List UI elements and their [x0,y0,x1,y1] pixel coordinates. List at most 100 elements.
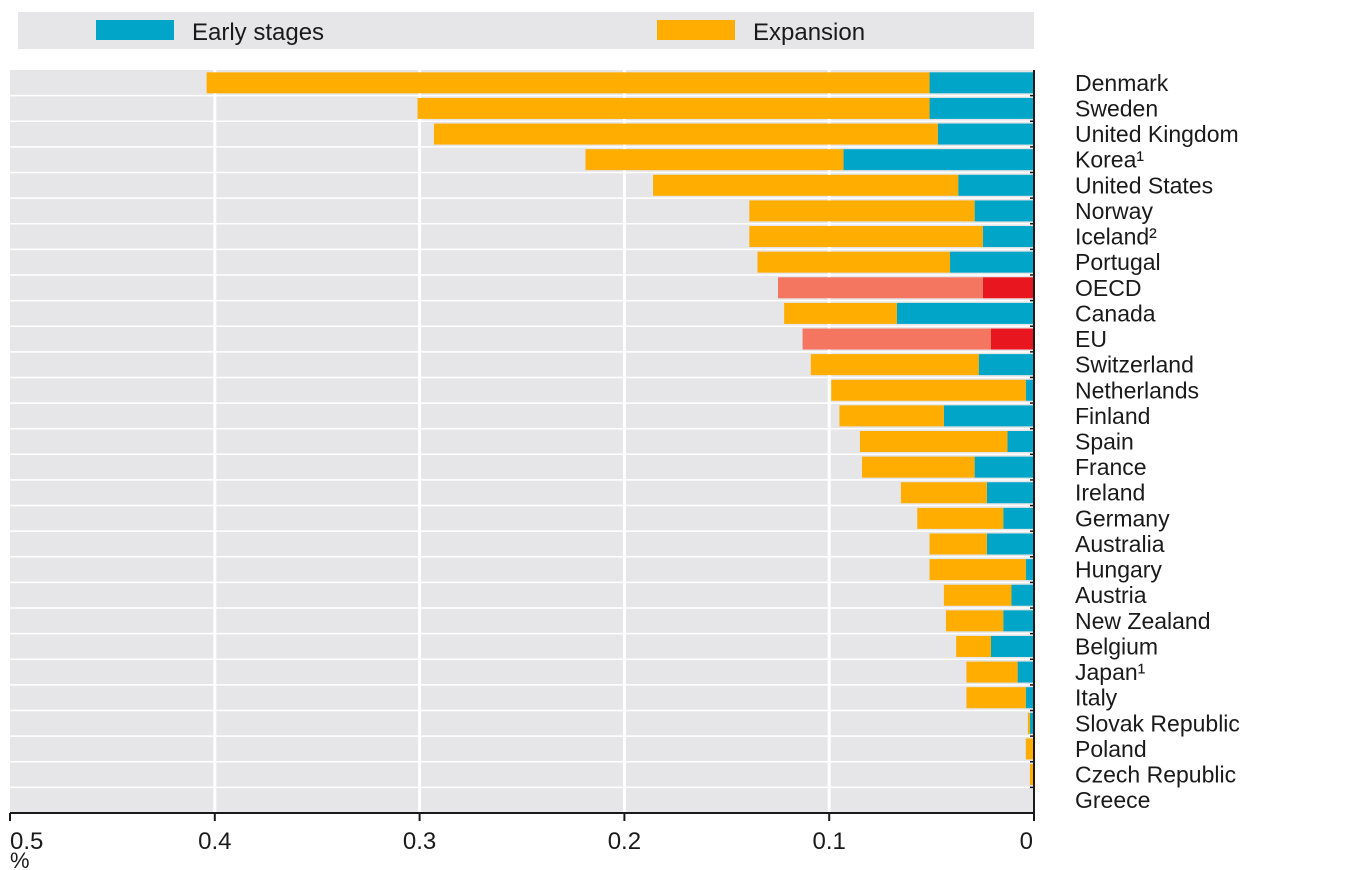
x-tick-label-0.5: 0.5 [10,828,43,855]
bar-expansion-sweden [417,97,930,119]
bar-expansion-italy [966,687,1026,709]
bar-early-stages-austria [1011,584,1034,606]
category-label-italy: Italy [1075,685,1118,711]
legend-background [18,12,1034,49]
category-label-slovak-republic: Slovak Republic [1075,710,1240,736]
category-label-portugal: Portugal [1075,249,1161,275]
bar-early-stages-france [974,456,1034,478]
x-tick-label-0.1: 0.1 [813,828,846,855]
bar-expansion-eu [802,328,991,350]
bar-expansion-portugal [757,251,951,273]
bar-early-stages-japan [1017,661,1034,683]
legend-swatch-early-stages [96,20,174,40]
category-label-czech-republic: Czech Republic [1075,762,1236,788]
bar-expansion-switzerland [810,354,979,376]
bar-expansion-iceland [749,226,983,248]
bar-expansion-norway [749,200,975,222]
category-label-sweden: Sweden [1075,95,1158,121]
bar-expansion-korea [585,149,844,171]
bar-early-stages-finland [943,405,1034,427]
bar-expansion-hungary [929,559,1026,581]
bar-expansion-austria [943,584,1012,606]
bar-expansion-canada [784,302,897,324]
legend: Early stages Expansion [18,12,1034,49]
bar-expansion-australia [929,533,987,555]
bar-early-stages-united-kingdom [937,123,1034,145]
category-label-poland: Poland [1075,736,1147,762]
x-tick-label-0.3: 0.3 [403,828,436,855]
bar-early-stages-sweden [929,97,1034,119]
bar-expansion-spain [859,431,1008,452]
category-label-korea: Korea¹ [1075,147,1144,173]
bar-expansion-united-kingdom [433,123,938,145]
bar-early-stages-ireland [986,482,1034,504]
bar-expansion-united-states [653,174,959,196]
bar-expansion-netherlands [831,379,1026,401]
bar-expansion-slovak-republic [1027,712,1030,734]
legend-swatch-expansion [657,20,735,40]
legend-label-early-stages: Early stages [192,19,324,46]
category-label-canada: Canada [1075,300,1156,326]
category-label-denmark: Denmark [1075,70,1169,96]
gridlines [10,70,1034,813]
bar-early-stages-iceland [982,226,1034,248]
bar-early-stages-hungary [1025,559,1034,581]
x-tick-label-0.2: 0.2 [608,828,641,855]
bar-expansion-czech-republic [1029,764,1034,786]
category-label-greece: Greece [1075,787,1150,813]
bar-expansion-japan [966,661,1018,683]
category-label-united-kingdom: United Kingdom [1075,121,1239,147]
bar-early-stages-germany [1003,507,1034,529]
bar-expansion-denmark [206,72,930,94]
x-tick-label-0: 0 [1020,828,1033,855]
x-tick-label-0.4: 0.4 [198,828,231,855]
bar-early-stages-australia [986,533,1034,555]
category-label-germany: Germany [1075,505,1170,531]
bar-early-stages-denmark [929,72,1034,94]
bar-early-stages-eu [990,328,1034,350]
category-label-australia: Australia [1075,531,1165,557]
category-label-hungary: Hungary [1075,557,1162,583]
bars [206,72,1034,786]
bar-early-stages-united-states [958,174,1034,196]
category-label-norway: Norway [1075,198,1153,224]
bar-expansion-germany [917,507,1004,529]
bar-expansion-poland [1025,738,1034,760]
category-label-netherlands: Netherlands [1075,377,1199,403]
category-label-switzerland: Switzerland [1075,352,1194,378]
bar-expansion-new-zealand [945,610,1004,632]
category-label-japan: Japan¹ [1075,659,1146,685]
category-label-finland: Finland [1075,403,1150,429]
bar-early-stages-norway [974,200,1034,222]
bar-early-stages-switzerland [978,354,1034,376]
category-label-spain: Spain [1075,429,1134,455]
category-label-eu: EU [1075,326,1107,352]
bar-expansion-ireland [900,482,987,504]
category-label-iceland: Iceland² [1075,224,1157,250]
bar-early-stages-portugal [950,251,1034,273]
bar-early-stages-oecd [982,277,1034,299]
bar-early-stages-belgium [990,635,1034,657]
bar-expansion-oecd [778,277,983,299]
category-label-oecd: OECD [1075,275,1141,301]
category-label-france: France [1075,454,1147,480]
category-label-austria: Austria [1075,582,1147,608]
bar-early-stages-canada [896,302,1034,324]
bar-early-stages-korea [843,149,1034,171]
bar-expansion-finland [839,405,944,427]
bar-early-stages-slovak-republic [1029,712,1034,734]
bar-early-stages-italy [1025,687,1034,709]
x-axis: 0.5 0.4 0.3 0.2 0.1 0 [9,70,1035,855]
bar-early-stages-netherlands [1025,379,1034,401]
category-label-belgium: Belgium [1075,633,1158,659]
bar-early-stages-new-zealand [1003,610,1034,632]
category-label-new-zealand: New Zealand [1075,608,1211,634]
bar-expansion-belgium [956,635,991,657]
category-label-ireland: Ireland [1075,480,1145,506]
legend-label-expansion: Expansion [753,19,865,46]
bar-early-stages-spain [1007,431,1034,452]
category-label-united-states: United States [1075,172,1213,198]
bar-expansion-france [861,456,975,478]
